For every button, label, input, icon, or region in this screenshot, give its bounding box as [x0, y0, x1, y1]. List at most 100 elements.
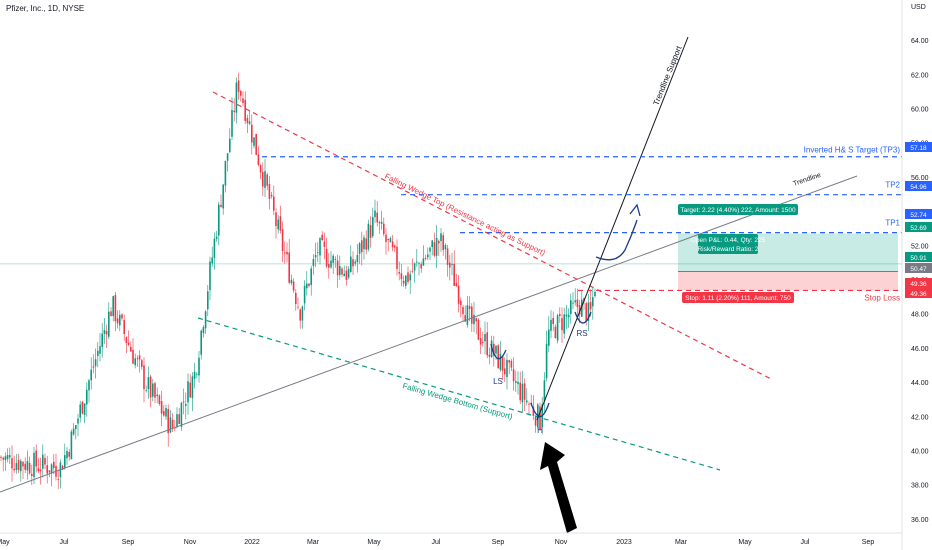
price-badge: [905, 278, 932, 288]
candle-body: [26, 460, 29, 471]
candle-body: [22, 461, 24, 467]
candle-body: [273, 196, 275, 211]
candle-body: [226, 153, 229, 161]
candle-body: [501, 355, 504, 371]
candle-body: [453, 263, 455, 286]
x-tick-label: Jul: [432, 539, 441, 546]
candle-body: [594, 291, 596, 297]
candle-body: [336, 260, 339, 276]
candle-body: [299, 309, 301, 321]
price-badge: [905, 222, 932, 232]
candle-body: [486, 332, 488, 356]
candle-body: [94, 359, 97, 367]
candle-body: [191, 376, 194, 399]
left-shoulder-curve: [490, 343, 507, 360]
level-label: TP2: [885, 181, 900, 190]
candle-body: [343, 273, 345, 277]
candle-body: [554, 326, 557, 338]
price-badge: [905, 288, 932, 298]
candle-body: [127, 342, 130, 345]
candle-body: [105, 331, 108, 335]
candle-body: [270, 195, 273, 197]
candle-body: [389, 238, 392, 243]
stop-zone: [678, 271, 898, 291]
candle-body: [222, 184, 224, 209]
candle-body: [229, 138, 231, 152]
candle-body: [334, 259, 337, 260]
candle-body: [319, 238, 321, 256]
candle-body: [119, 314, 121, 326]
candle-body: [385, 234, 387, 242]
candle-body: [422, 258, 425, 266]
candle-body: [17, 459, 20, 471]
currency-label: USD: [911, 4, 926, 11]
candle-body: [4, 456, 7, 461]
candle-body: [545, 343, 548, 379]
candle-body: [515, 381, 517, 383]
candle-body: [46, 465, 48, 474]
long-trendline: [0, 175, 858, 493]
candle-body: [246, 117, 249, 124]
candle-body: [125, 337, 128, 344]
candle-body: [143, 365, 145, 390]
price-badge: [905, 181, 932, 191]
candle-body: [202, 327, 205, 334]
candle-body: [387, 238, 389, 240]
candle-body: [528, 403, 530, 405]
candle-body: [24, 463, 26, 470]
candle-body: [233, 110, 235, 113]
candle-body: [532, 406, 535, 416]
candle-body: [435, 237, 438, 256]
candle-body: [193, 372, 196, 379]
rs-label: RS: [576, 329, 587, 338]
candle-body: [517, 381, 519, 384]
candle-body: [154, 383, 156, 398]
stop-label: Stop: 1.11 (2.20%) 111, Amount: 750: [685, 295, 791, 302]
candle-body: [130, 346, 132, 352]
candle-body: [70, 431, 73, 460]
candle-body: [112, 296, 114, 317]
candle-body: [99, 346, 101, 354]
x-tick-label: Mar: [675, 539, 688, 546]
candle-body: [83, 403, 86, 415]
candle-body: [440, 233, 442, 242]
candle-body: [570, 300, 572, 315]
candle-body: [187, 381, 189, 403]
candle-body: [6, 455, 9, 460]
projection-curve: [595, 219, 638, 261]
candle-body: [75, 425, 77, 430]
y-tick-label: 60.00: [911, 107, 929, 114]
candle-body: [548, 329, 550, 346]
candle-body: [561, 318, 563, 331]
candle-body: [20, 460, 22, 472]
candle-body: [585, 303, 587, 322]
candle-body: [312, 258, 315, 266]
candle-body: [321, 234, 323, 241]
candle-body: [141, 360, 143, 367]
right-shoulder-curve: [574, 311, 592, 324]
candle-body: [550, 319, 552, 331]
candle-body: [196, 373, 198, 375]
candle-body: [77, 418, 79, 424]
candle-body: [380, 221, 383, 224]
candle-body: [165, 408, 167, 417]
candle-body: [398, 272, 400, 274]
candle-body: [587, 302, 590, 321]
candle-body: [156, 394, 158, 397]
candle-body: [248, 121, 251, 124]
x-tick-label: Nov: [555, 539, 568, 546]
candle-body: [495, 345, 497, 354]
candle-body: [581, 299, 583, 317]
candle-body: [145, 389, 147, 391]
candle-body: [416, 261, 418, 263]
candle-body: [44, 457, 46, 465]
candle-body: [35, 450, 37, 467]
candle-body: [90, 369, 92, 381]
candle-body: [504, 368, 506, 375]
price-badge: [905, 209, 932, 219]
x-tick-label: Sep: [492, 539, 505, 546]
ls-label: LS: [493, 377, 503, 386]
candle-body: [534, 417, 537, 426]
